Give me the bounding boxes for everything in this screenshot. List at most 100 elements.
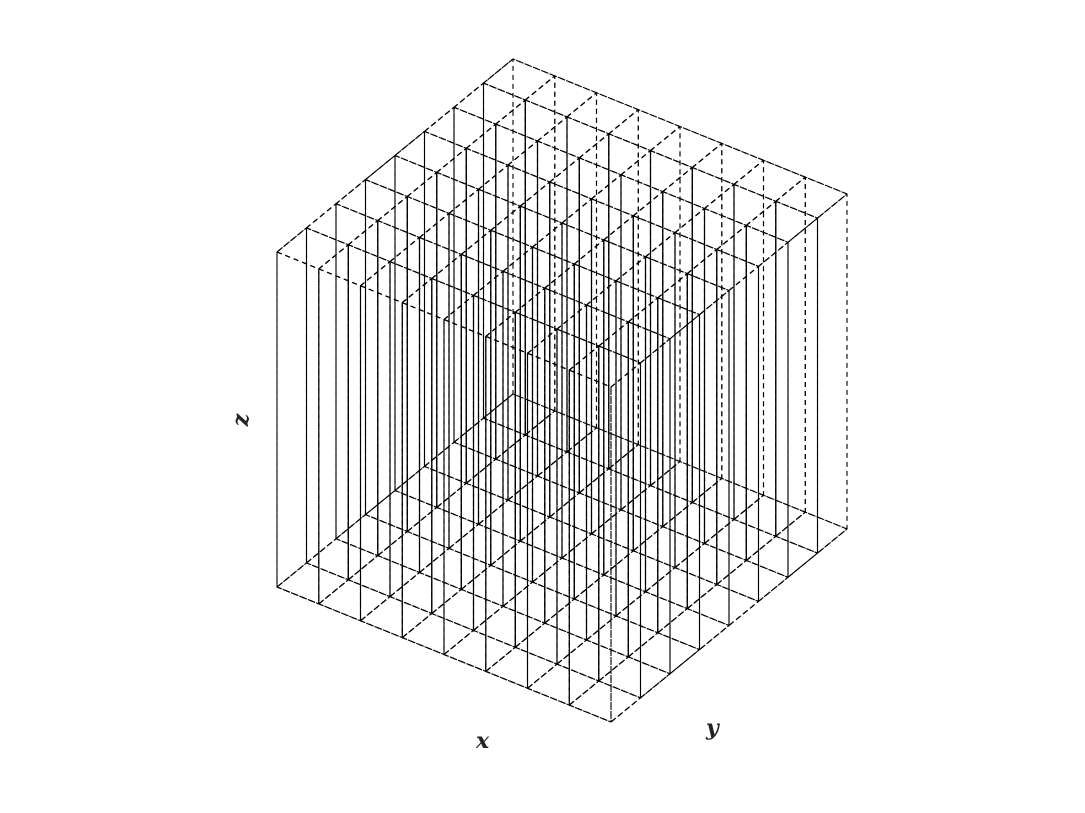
column-bottom-face (745, 535, 819, 578)
column-front-face (490, 229, 534, 583)
column-side-face (305, 203, 337, 564)
column-bottom-face (453, 417, 526, 460)
column-side-face (698, 289, 730, 651)
column-front-face (536, 140, 580, 494)
column-top-face (418, 212, 492, 255)
column-side-face (603, 215, 634, 576)
column-side-face (632, 191, 664, 552)
column-front-face (556, 328, 600, 682)
column-side-face (526, 328, 558, 689)
column-bottom-face (423, 441, 497, 484)
column-bottom-face (502, 581, 575, 624)
column-side-face (502, 246, 534, 607)
column-side-face (728, 265, 760, 627)
column-bottom-face (335, 514, 408, 557)
column-front-face (568, 369, 612, 723)
column-side-face (406, 171, 438, 533)
column-top-face (627, 297, 701, 340)
column-front-face (745, 224, 789, 578)
column-top-face (335, 179, 408, 222)
column-front-face (526, 352, 570, 706)
column-side-face (610, 362, 642, 723)
column-side-face (733, 159, 765, 520)
column-front-face (632, 215, 676, 569)
column-front-face (472, 294, 516, 648)
column-side-face (585, 280, 617, 641)
column-side-face (485, 311, 516, 672)
column-front-face (524, 99, 568, 453)
column-top-face (401, 277, 475, 321)
column-bottom-face (568, 680, 642, 723)
column-bottom-face (524, 410, 598, 453)
column-side-face (423, 106, 455, 467)
column-bottom-face (536, 451, 610, 494)
column-bottom-face (590, 509, 664, 552)
column-front-face (703, 207, 747, 561)
column-side-face (691, 142, 723, 504)
column-side-face (436, 147, 467, 508)
column-side-face (276, 227, 308, 588)
cube-outline (276, 393, 848, 723)
column-top-face (615, 256, 688, 299)
column-side-face (318, 244, 349, 605)
column-top-face (490, 205, 563, 248)
column-side-face (686, 248, 718, 610)
column-bottom-face (485, 646, 558, 689)
column-bottom-face (549, 492, 622, 535)
column-side-face (573, 239, 605, 600)
column-side-face (524, 75, 556, 436)
column-bottom-face (566, 427, 639, 470)
column-front-face (662, 191, 706, 545)
column-top-face (566, 92, 639, 135)
column-front-face (733, 183, 777, 537)
column-side-face (477, 164, 509, 525)
column-top-face (745, 200, 819, 243)
column-side-face (526, 328, 558, 689)
column-side-face (703, 183, 735, 545)
column-side-face (495, 99, 526, 460)
column-bottom-face (460, 564, 534, 607)
column-top-face (507, 140, 580, 183)
column-top-face (674, 207, 747, 251)
column-blocks (276, 58, 848, 723)
column-bottom-face (691, 477, 765, 520)
column-front-face (477, 188, 521, 542)
column-front-face (377, 220, 421, 574)
column-top-face (276, 227, 349, 270)
column-side-face (578, 133, 610, 494)
column-front-face (657, 297, 701, 651)
column-side-face (644, 232, 676, 593)
column-side-face (657, 273, 688, 634)
column-bottom-face (519, 516, 593, 559)
column-side-face (716, 224, 747, 586)
column-side-face (733, 159, 765, 520)
column-side-face (598, 321, 629, 682)
column-bottom-face (359, 596, 433, 639)
column-top-face (514, 287, 588, 330)
column-top-face (662, 166, 735, 210)
column-front-face (436, 171, 480, 525)
column-side-face (649, 125, 681, 487)
column-bottom-face (443, 629, 516, 672)
column-side-face (657, 273, 688, 634)
column-bottom-face (686, 583, 760, 627)
column-top-face (443, 294, 516, 337)
column-side-face (443, 294, 475, 656)
column-front-face (644, 256, 688, 610)
x-axis-label: x (475, 728, 490, 754)
column-side-face (608, 109, 639, 470)
column-top-face (526, 328, 600, 371)
column-bottom-face (377, 530, 450, 574)
column-side-face (472, 270, 504, 631)
column-bottom-face (703, 518, 777, 561)
column-front-face (485, 335, 529, 689)
column-top-face (347, 220, 421, 263)
column-front-face (674, 232, 718, 586)
column-bottom-face (401, 612, 475, 656)
column-bottom-face (495, 434, 568, 477)
column-top-face (608, 109, 681, 152)
column-top-face (472, 270, 546, 313)
column-side-face (524, 75, 556, 436)
column-front-face (276, 251, 320, 605)
column-top-face (603, 215, 676, 258)
